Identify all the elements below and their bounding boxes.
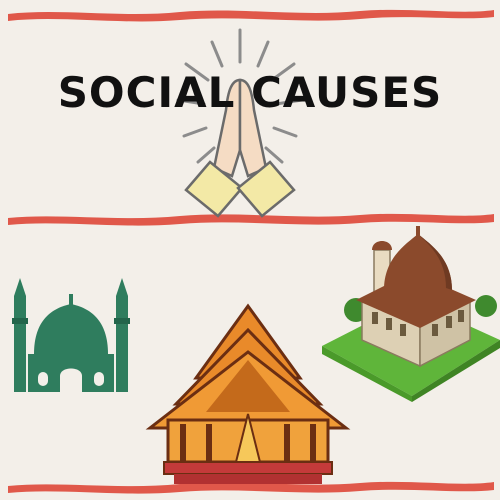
poster-title: SOCIAL CAUSES (57, 68, 443, 117)
brush-stroke-bottom (8, 481, 494, 494)
brush-stroke-top (8, 9, 494, 22)
rays (176, 28, 304, 164)
brush-stroke-middle (8, 213, 494, 226)
